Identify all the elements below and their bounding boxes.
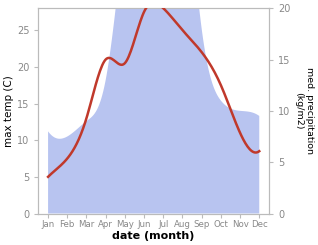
Y-axis label: max temp (C): max temp (C) xyxy=(4,75,14,147)
Y-axis label: med. precipitation
(kg/m2): med. precipitation (kg/m2) xyxy=(294,67,314,154)
X-axis label: date (month): date (month) xyxy=(113,231,195,241)
